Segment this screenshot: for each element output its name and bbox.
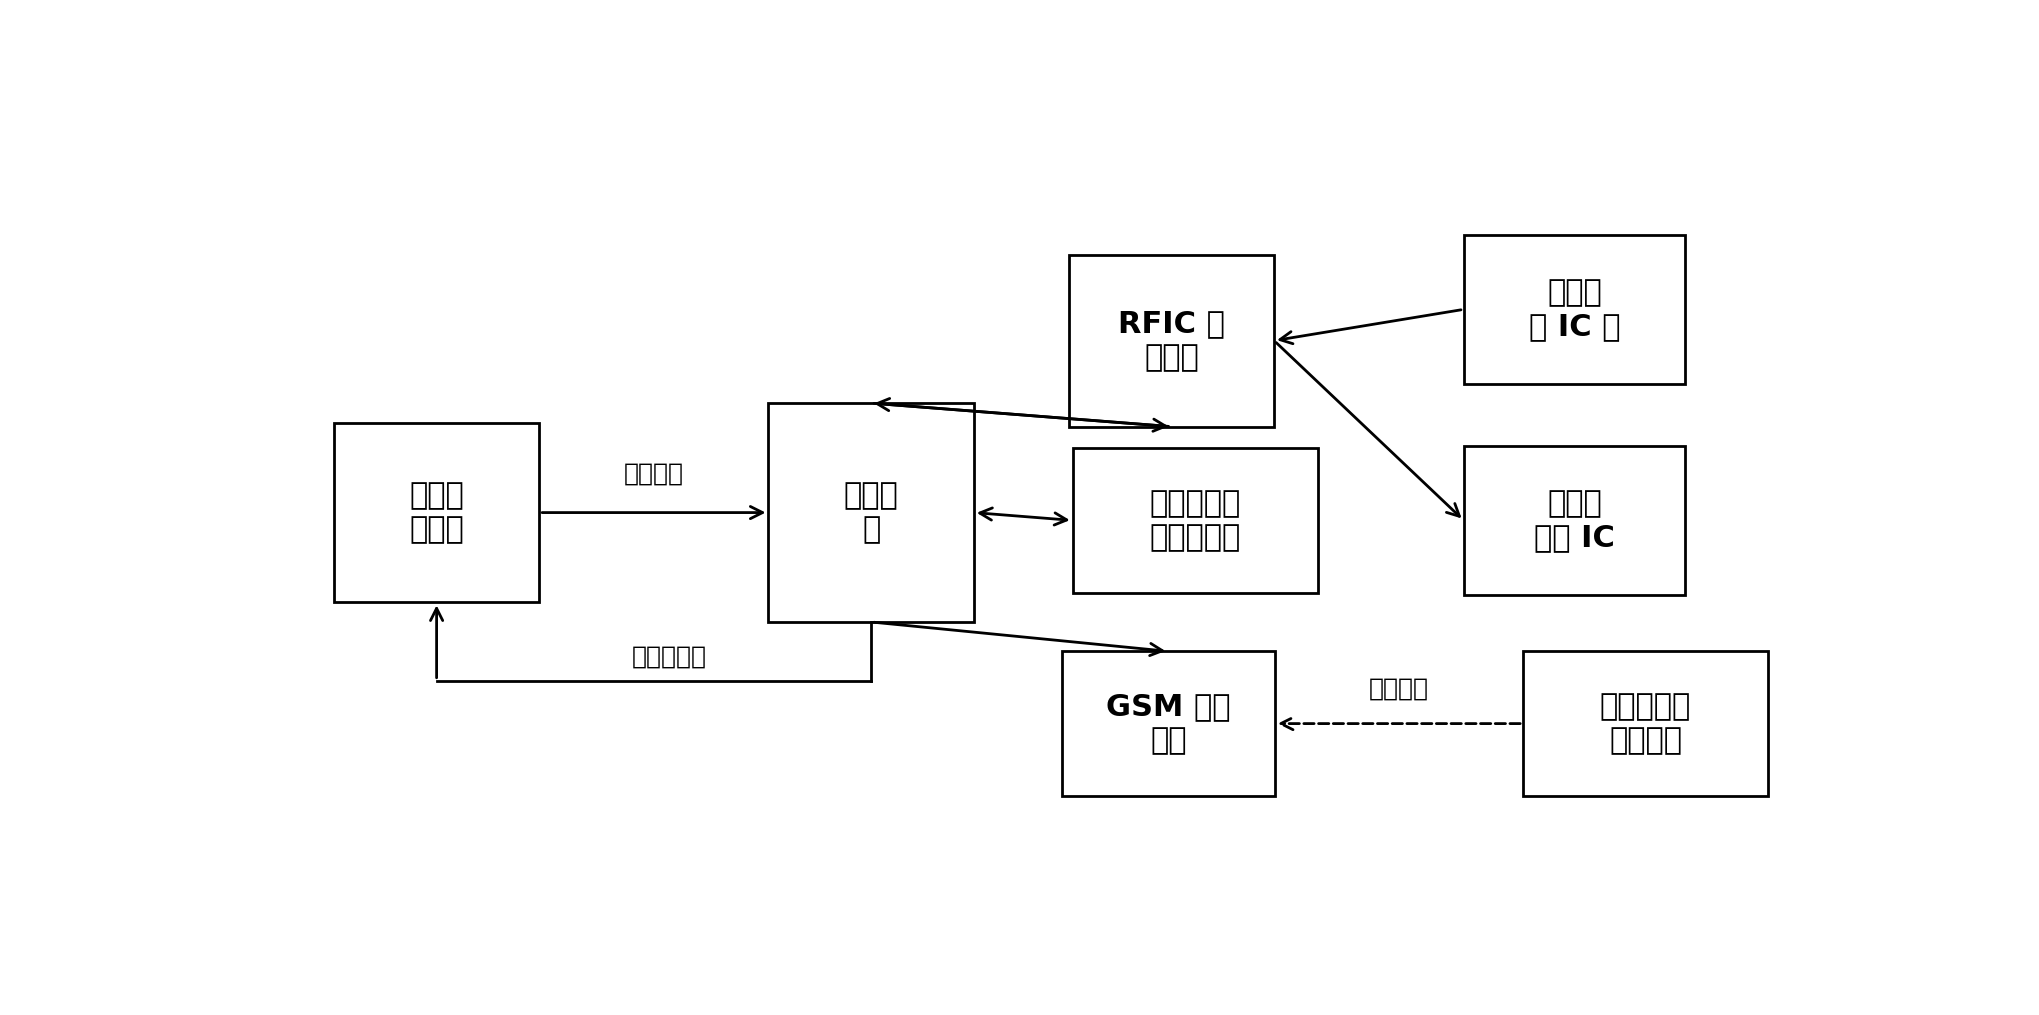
Text: 远程传输: 远程传输 bbox=[1368, 676, 1429, 700]
Bar bbox=[1068, 255, 1274, 426]
Bar bbox=[334, 422, 538, 603]
Bar bbox=[769, 403, 975, 622]
Bar bbox=[1073, 448, 1317, 593]
Bar bbox=[1062, 652, 1274, 796]
Text: 加注车
辆 IC 卡: 加注车 辆 IC 卡 bbox=[1529, 278, 1621, 341]
Text: 后台数据库
管理中心: 后台数据库 管理中心 bbox=[1601, 692, 1690, 755]
Bar bbox=[1464, 447, 1684, 595]
Text: RFIC 双
读写器: RFIC 双 读写器 bbox=[1117, 310, 1225, 371]
Text: 流体计
量装置: 流体计 量装置 bbox=[410, 481, 465, 544]
Text: 液晶显示器
及操作面板: 液晶显示器 及操作面板 bbox=[1150, 489, 1242, 552]
Text: 数据采集: 数据采集 bbox=[624, 461, 683, 485]
Text: 被加注
车辆 IC: 被加注 车辆 IC bbox=[1533, 489, 1615, 552]
Bar bbox=[1523, 652, 1768, 796]
Text: GSM 通信
模块: GSM 通信 模块 bbox=[1105, 692, 1230, 755]
Bar bbox=[1464, 235, 1684, 384]
Text: 电磁阀控制: 电磁阀控制 bbox=[632, 645, 708, 669]
Text: 控制模
块: 控制模 块 bbox=[844, 481, 899, 544]
